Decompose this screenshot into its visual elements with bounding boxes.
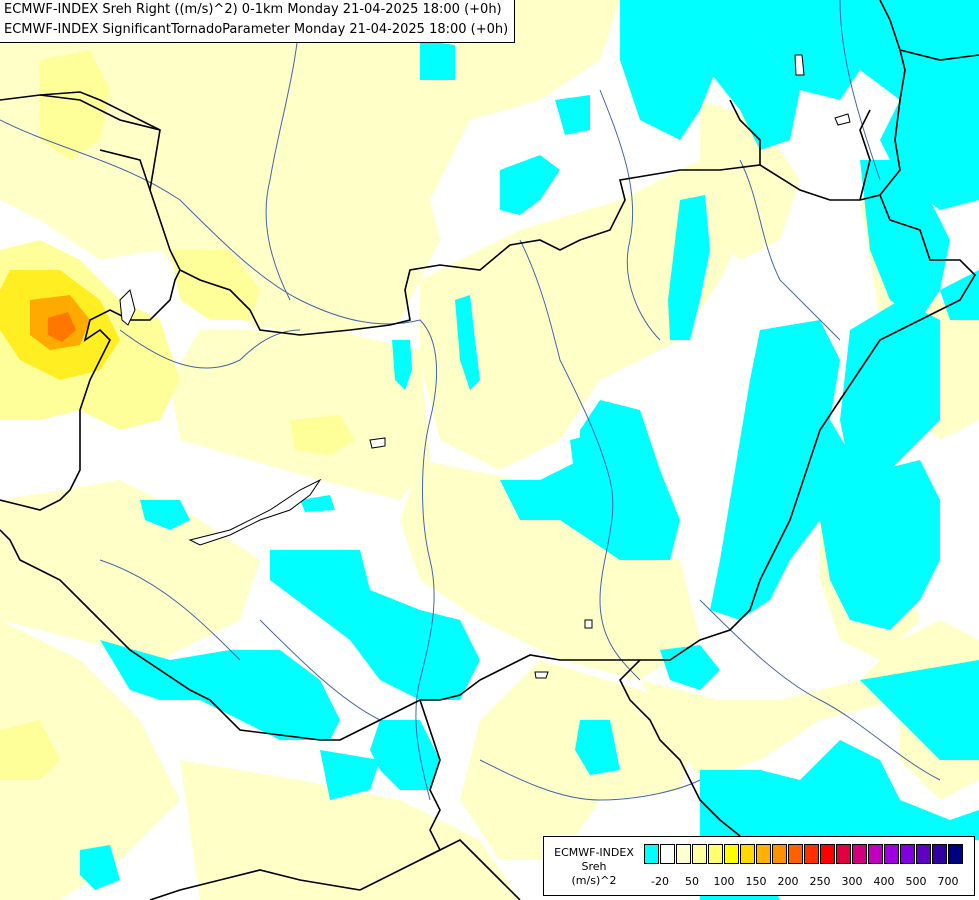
map-title-box: ECMWF-INDEX Sreh Right ((m/s)^2) 0-1km M… — [0, 0, 515, 43]
legend-tick-label: 200 — [777, 875, 799, 888]
legend-swatch — [676, 844, 691, 864]
color-legend: ECMWF-INDEX Sreh (m/s)^2 -20 50 100 150 200 2… — [543, 836, 975, 896]
legend-tick-labels: -20 50 100 150 200 250 300 400 500 700 — [644, 875, 974, 889]
lakes — [119, 54, 851, 679]
legend-tick-label: -20 — [651, 875, 669, 888]
legend-swatch — [644, 844, 659, 864]
legend-swatch — [900, 844, 915, 864]
legend-swatch — [868, 844, 883, 864]
legend-title-unit: (m/s)^2 — [571, 874, 617, 887]
legend-title-param: Sreh — [581, 860, 607, 873]
title-line-2: ECMWF-INDEX SignificantTornadoParameter … — [4, 22, 509, 37]
legend-swatch — [884, 844, 899, 864]
legend-swatch — [740, 844, 755, 864]
dark-orange-fields — [48, 312, 76, 342]
legend-tick-label: 100 — [713, 875, 735, 888]
legend-swatch — [756, 844, 771, 864]
legend-swatch — [788, 844, 803, 864]
legend-swatch — [724, 844, 739, 864]
legend-tick-label: 300 — [841, 875, 863, 888]
legend-tick-label: 700 — [937, 875, 959, 888]
legend-swatch — [772, 844, 787, 864]
legend-tick-label: 250 — [809, 875, 831, 888]
legend-tick-label: 500 — [905, 875, 927, 888]
legend-title-model: ECMWF-INDEX — [554, 846, 634, 859]
legend-swatch — [948, 844, 963, 864]
legend-tick-label: 150 — [745, 875, 767, 888]
legend-swatch — [916, 844, 931, 864]
cyan-fields — [80, 0, 979, 900]
rivers — [0, 0, 941, 801]
legend-tick-label: 50 — [685, 875, 699, 888]
legend-swatch — [836, 844, 851, 864]
legend-swatch — [820, 844, 835, 864]
legend-swatch — [804, 844, 819, 864]
legend-swatch — [932, 844, 947, 864]
legend-swatch — [852, 844, 867, 864]
legend-tick-label: 400 — [873, 875, 895, 888]
legend-swatch — [660, 844, 675, 864]
title-line-1: ECMWF-INDEX Sreh Right ((m/s)^2) 0-1km M… — [4, 2, 502, 17]
legend-title: ECMWF-INDEX Sreh (m/s)^2 — [548, 846, 640, 888]
legend-swatch — [708, 844, 723, 864]
legend-color-bar — [644, 844, 964, 866]
legend-swatch — [692, 844, 707, 864]
